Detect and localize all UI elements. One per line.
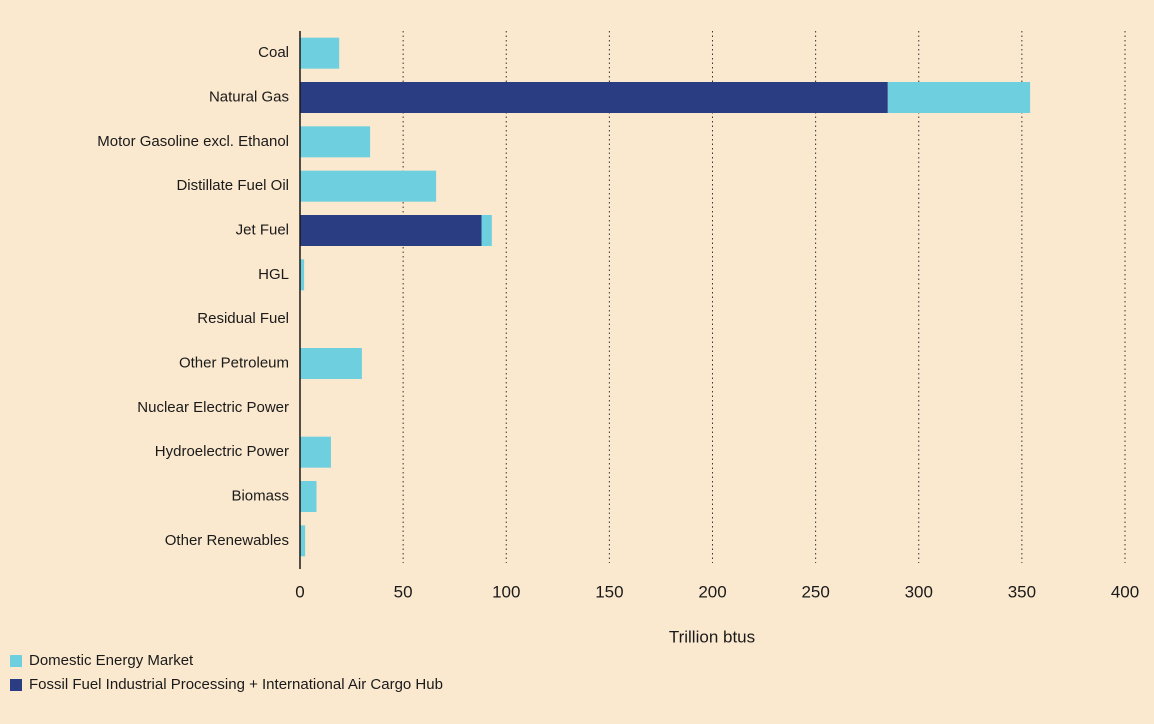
bar: [300, 170, 437, 202]
x-tick-label: 50: [394, 582, 413, 601]
legend-label: Domestic Energy Market: [29, 652, 194, 669]
y-tick-label: Natural Gas: [209, 88, 289, 105]
bar: [300, 259, 305, 291]
y-tick-label: Distillate Fuel Oil: [176, 177, 289, 194]
x-tick-label: 150: [595, 582, 623, 601]
bar: [300, 215, 482, 246]
y-tick-label: Other Renewables: [165, 532, 289, 549]
bar: [300, 436, 331, 468]
y-tick-label: Residual Fuel: [197, 310, 289, 327]
x-tick-label: 400: [1111, 582, 1139, 601]
x-tick-label: 250: [801, 582, 829, 601]
y-tick-label: Jet Fuel: [236, 221, 289, 238]
y-tick-label: Coal: [258, 44, 289, 61]
y-tick-label: Biomass: [231, 487, 289, 504]
x-tick-label: 300: [905, 582, 933, 601]
bar: [481, 215, 492, 246]
bar: [300, 126, 371, 158]
x-tick-label: 200: [698, 582, 726, 601]
bar: [300, 348, 362, 379]
bar: [300, 481, 317, 512]
y-tick-label: Motor Gasoline excl. Ethanol: [97, 133, 289, 150]
x-tick-label: 350: [1008, 582, 1036, 601]
legend-label: Fossil Fuel Industrial Processing + Inte…: [29, 676, 443, 693]
bar: [300, 525, 306, 557]
bar: [887, 82, 1031, 113]
x-axis-label: Trillion btus: [669, 627, 755, 646]
legend-swatch: [10, 679, 22, 691]
bar: [300, 82, 888, 113]
legend-swatch: [10, 655, 22, 667]
x-tick-label: 0: [295, 582, 304, 601]
y-tick-label: Nuclear Electric Power: [137, 399, 289, 416]
bar: [300, 37, 340, 69]
y-tick-label: Hydroelectric Power: [155, 443, 289, 460]
x-tick-label: 100: [492, 582, 520, 601]
y-tick-label: HGL: [258, 266, 289, 283]
y-tick-label: Other Petroleum: [179, 354, 289, 371]
